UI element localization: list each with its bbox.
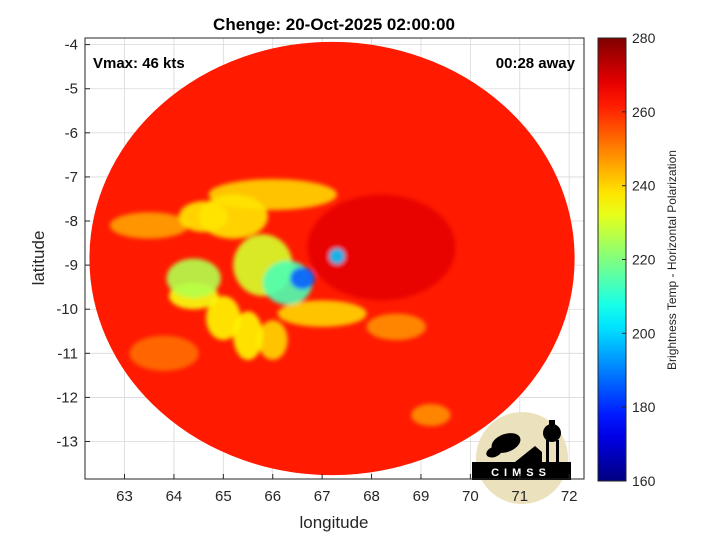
swath-feature	[233, 311, 263, 360]
swath-feature	[329, 248, 345, 265]
logo-building	[515, 446, 542, 462]
logo-tower-top	[549, 420, 555, 426]
x-tick-label: 65	[215, 488, 232, 505]
y-tick-label: -4	[65, 37, 78, 54]
brightness-swath	[89, 41, 575, 476]
y-ticks: -4 -5 -6 -7 -8 -9 -10 -11 -12 -13	[56, 37, 90, 451]
x-ticks: 63 64 65 66 67 68 69 70 71 72	[116, 474, 578, 505]
logo-tower-leg	[546, 440, 549, 464]
time-away-annotation: 00:28 away	[496, 55, 576, 72]
vmax-annotation: Vmax: 46 kts	[93, 55, 185, 72]
swath-feature	[206, 295, 241, 341]
x-tick-label: 72	[561, 488, 578, 505]
swath-feature	[166, 258, 221, 299]
colorbar-tick-label: 160	[632, 473, 656, 489]
y-tick-label: -8	[65, 213, 78, 230]
swath-feature	[129, 335, 199, 371]
x-tick-label: 71	[511, 488, 528, 505]
swath-edge	[89, 41, 575, 476]
colorbar-tick-label: 240	[632, 178, 656, 194]
y-tick-label: -5	[65, 81, 78, 98]
y-tick-label: -7	[65, 169, 78, 186]
swath-feature	[411, 404, 451, 427]
x-tick-label: 63	[116, 488, 133, 505]
colorbar-gradient	[597, 37, 627, 482]
x-tick-label: 68	[363, 488, 380, 505]
colorbar-tick-label: 220	[632, 252, 656, 268]
colorbar-ticks: 160 180 200 220 240 260 280	[622, 30, 656, 489]
colorbar: 160 180 200 220 240 260 280 Brightness Temp - …	[597, 30, 679, 489]
plot-area: CIMSS 63 64 65 66 67 68 69 70 71 72 -4-5-6-7-8-9-…	[56, 37, 585, 505]
x-tick-label: 64	[166, 488, 183, 505]
x-tick-label: 69	[413, 488, 430, 505]
x-tick-label: 70	[462, 488, 479, 505]
swath-feature	[109, 212, 189, 239]
y-tick-label: -11	[57, 345, 78, 362]
colorbar-tick-label: 260	[632, 104, 656, 120]
swath-feature	[290, 267, 315, 290]
logo-base	[472, 462, 571, 480]
y-tick-label: -6	[65, 125, 78, 142]
y-tick-label: -12	[56, 389, 78, 406]
logo-tower-tank	[543, 424, 561, 442]
colorbar-tick-label: 200	[632, 325, 656, 341]
x-tick-label: 67	[314, 488, 331, 505]
logo-tower-leg	[556, 440, 559, 464]
swath-feature	[277, 300, 367, 327]
logo-text: CIMSS	[491, 467, 551, 479]
y-tick-label: -13	[56, 434, 78, 451]
logo-dish	[486, 446, 502, 458]
y-tick-label: -9	[65, 257, 78, 274]
colorbar-tick-label: 180	[632, 399, 656, 415]
swath-features	[109, 179, 456, 427]
x-axis-label: longitude	[299, 513, 368, 532]
swath-feature	[366, 313, 426, 341]
swath-feature	[257, 320, 288, 360]
colorbar-label: Brightness Temp - Horizontal Polarizatio…	[665, 150, 679, 370]
swath-feature	[178, 201, 229, 233]
y-axis-label: latitude	[29, 231, 48, 286]
x-tick-label: 66	[264, 488, 281, 505]
axes-frame	[84, 37, 585, 480]
chart-title: Chenge: 20-Oct-2025 02:00:00	[213, 15, 455, 34]
colorbar-tick-label: 280	[632, 30, 656, 46]
swath-feature	[307, 194, 456, 301]
y-tick-label: -10	[56, 301, 78, 318]
cimss-logo: CIMSS	[472, 412, 571, 504]
